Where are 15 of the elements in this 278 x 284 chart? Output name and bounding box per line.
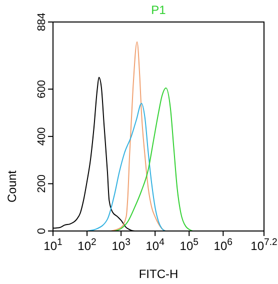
text: P1: [151, 3, 166, 17]
x-tick-label: 10$^{6}$: [214, 236, 233, 253]
y-tick-label: 200: [36, 174, 48, 193]
x-tick-label: 10$^{4}$: [146, 236, 166, 253]
x-tick-label: 10$^{1}$: [44, 236, 62, 253]
x-axis-title: FITC-H: [138, 267, 178, 281]
y-axis-title: Count: [5, 170, 19, 203]
x-tick-label: 10$^{5}$: [180, 236, 198, 253]
y-tick-label: 884: [36, 12, 48, 32]
x-tick-label: 10$^{2}$: [78, 236, 96, 253]
y-tick-label: 0: [36, 228, 48, 234]
x-tick-label: 10$^{3}$: [112, 236, 130, 253]
y-tick-label: 600: [36, 80, 48, 98]
y-tick-label: 400: [36, 127, 48, 146]
x-tick-label: 10$^{7.2}$: [250, 236, 278, 253]
